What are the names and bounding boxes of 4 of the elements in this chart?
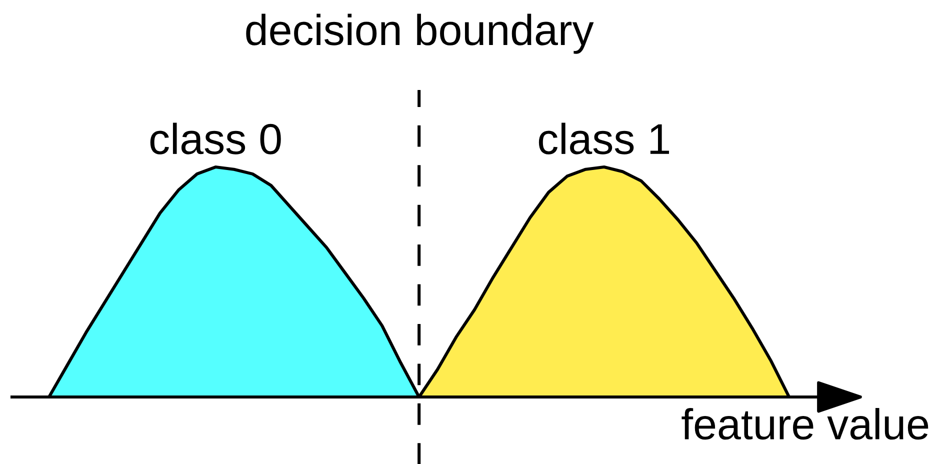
series-label: class 1: [538, 122, 670, 154]
x-axis-title: feature value: [682, 408, 928, 440]
text: decision boundary: [246, 14, 594, 54]
series-label: class 0: [150, 122, 281, 154]
